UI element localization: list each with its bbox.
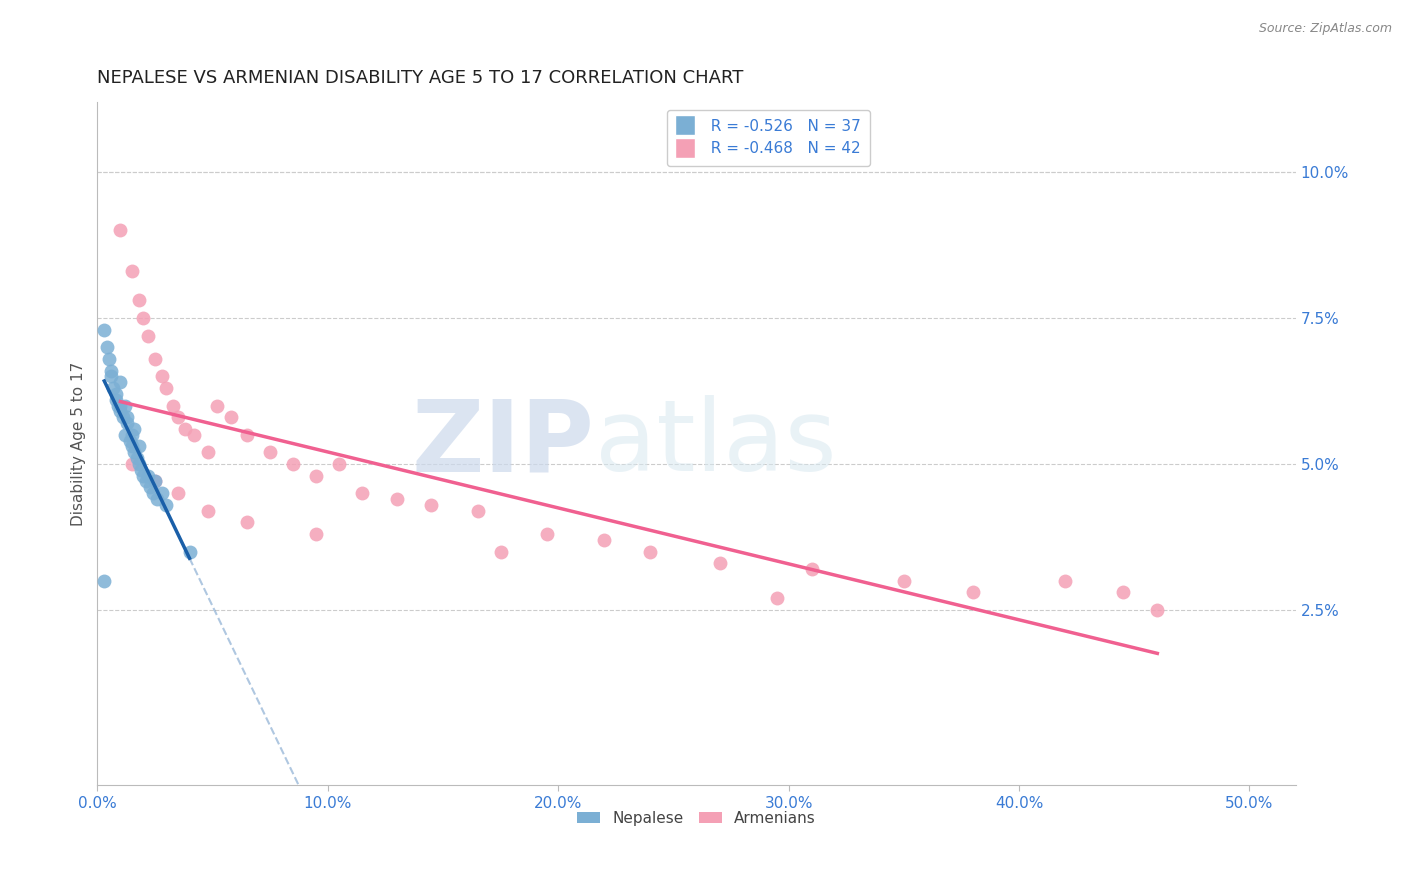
Y-axis label: Disability Age 5 to 17: Disability Age 5 to 17	[72, 361, 86, 525]
Point	[143, 351, 166, 366]
Point	[205, 399, 228, 413]
Point	[122, 422, 145, 436]
Point	[135, 475, 157, 489]
Point	[155, 381, 177, 395]
Point	[155, 498, 177, 512]
Point	[167, 410, 190, 425]
Point	[385, 491, 408, 506]
Point	[100, 369, 122, 384]
Point	[122, 445, 145, 459]
Point	[128, 457, 150, 471]
Point	[489, 544, 512, 558]
Point	[142, 486, 165, 500]
Point	[136, 328, 159, 343]
Point	[136, 468, 159, 483]
Point	[420, 498, 443, 512]
Point	[962, 585, 984, 599]
Point	[128, 293, 150, 308]
Point	[93, 323, 115, 337]
Point	[125, 451, 148, 466]
Point	[121, 264, 143, 278]
Point	[236, 516, 259, 530]
Point	[121, 440, 143, 454]
Point	[328, 457, 350, 471]
Point	[143, 475, 166, 489]
Point	[139, 480, 162, 494]
Point	[118, 434, 141, 448]
Text: ZIP: ZIP	[412, 395, 595, 492]
Point	[107, 399, 129, 413]
Point	[100, 363, 122, 377]
Point	[103, 381, 125, 395]
Point	[128, 440, 150, 454]
Point	[110, 375, 132, 389]
Point	[197, 504, 219, 518]
Point	[121, 427, 143, 442]
Point	[1054, 574, 1077, 588]
Text: NEPALESE VS ARMENIAN DISABILITY AGE 5 TO 17 CORRELATION CHART: NEPALESE VS ARMENIAN DISABILITY AGE 5 TO…	[97, 69, 744, 87]
Point	[150, 369, 173, 384]
Point	[219, 410, 242, 425]
Point	[467, 504, 489, 518]
Point	[305, 527, 328, 541]
Point	[104, 392, 127, 407]
Text: atlas: atlas	[595, 395, 837, 492]
Point	[110, 223, 132, 237]
Point	[117, 416, 139, 430]
Point	[150, 486, 173, 500]
Point	[305, 468, 328, 483]
Point	[259, 445, 281, 459]
Point	[162, 399, 184, 413]
Point	[132, 468, 155, 483]
Point	[352, 486, 374, 500]
Point	[111, 410, 134, 425]
Point	[93, 574, 115, 588]
Point	[96, 340, 118, 354]
Point	[179, 544, 201, 558]
Point	[104, 387, 127, 401]
Point	[766, 591, 789, 606]
Point	[132, 310, 155, 325]
Point	[283, 457, 305, 471]
Point	[893, 574, 915, 588]
Point	[183, 427, 205, 442]
Point	[640, 544, 662, 558]
Point	[110, 404, 132, 418]
Point	[97, 351, 120, 366]
Point	[143, 475, 166, 489]
Point	[121, 457, 143, 471]
Point	[146, 491, 169, 506]
Point	[174, 422, 197, 436]
Point	[117, 410, 139, 425]
Point	[1112, 585, 1135, 599]
Point	[110, 399, 132, 413]
Point	[709, 556, 731, 570]
Point	[593, 533, 616, 547]
Point	[800, 562, 823, 576]
Text: Source: ZipAtlas.com: Source: ZipAtlas.com	[1258, 22, 1392, 36]
Point	[167, 486, 190, 500]
Legend: Nepalese, Armenians: Nepalese, Armenians	[571, 805, 823, 832]
Point	[114, 399, 136, 413]
Point	[129, 463, 152, 477]
Point	[197, 445, 219, 459]
Point	[536, 527, 558, 541]
Point	[236, 427, 259, 442]
Point	[114, 427, 136, 442]
Point	[1146, 603, 1168, 617]
